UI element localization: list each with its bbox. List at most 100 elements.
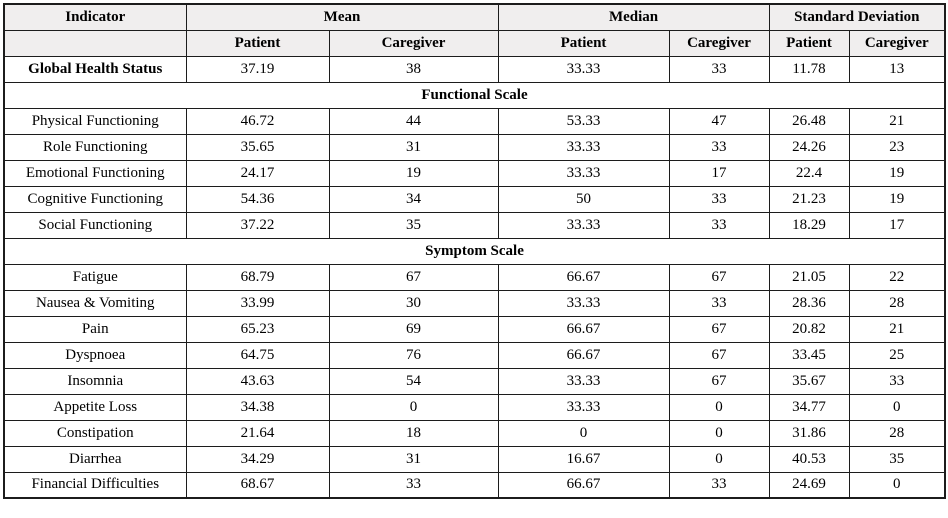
- value-cell: 33.33: [497, 289, 670, 317]
- value-cell: 33.33: [497, 211, 670, 239]
- indicator-label: Emotional Functioning: [3, 159, 187, 187]
- column-header-median: Median: [497, 3, 770, 31]
- value-cell: 16.67: [497, 445, 670, 473]
- value-cell: 33: [668, 471, 770, 499]
- value-cell: 31: [328, 133, 499, 161]
- value-cell: 34.29: [185, 445, 330, 473]
- indicator-label: Constipation: [3, 419, 187, 447]
- value-cell: 35.65: [185, 133, 330, 161]
- table-row: Role Functioning 35.65 31 33.33 33 24.26 23: [3, 133, 946, 161]
- table-row: Cognitive Functioning 54.36 34 50 33 21.23 19: [3, 185, 946, 213]
- table-row: Nausea & Vomiting 33.99 30 33.33 33 28.36 28: [3, 289, 946, 317]
- table-row: Financial Difficulties 68.67 33 66.67 33 24.6…: [3, 471, 946, 499]
- value-cell: 0: [497, 419, 670, 447]
- value-cell: 47: [668, 107, 770, 135]
- value-cell: 24.69: [768, 471, 850, 499]
- indicator-label: Physical Functioning: [3, 107, 187, 135]
- subheader-sd-caregiver: Caregiver: [848, 29, 946, 57]
- value-cell: 21: [848, 107, 946, 135]
- value-cell: 0: [668, 393, 770, 421]
- value-cell: 33: [328, 471, 499, 499]
- value-cell: 69: [328, 315, 499, 343]
- value-cell: 64.75: [185, 341, 330, 369]
- indicator-label: Global Health Status: [3, 55, 187, 83]
- table-row: Constipation 21.64 18 0 0 31.86 28: [3, 419, 946, 447]
- value-cell: 33.99: [185, 289, 330, 317]
- value-cell: 17: [848, 211, 946, 239]
- indicator-label: Role Functioning: [3, 133, 187, 161]
- value-cell: 11.78: [768, 55, 850, 83]
- value-cell: 33: [668, 55, 770, 83]
- value-cell: 33: [668, 133, 770, 161]
- value-cell: 25: [848, 341, 946, 369]
- value-cell: 37.19: [185, 55, 330, 83]
- value-cell: 18.29: [768, 211, 850, 239]
- value-cell: 20.82: [768, 315, 850, 343]
- column-header-standard-deviation: Standard Deviation: [768, 3, 946, 31]
- value-cell: 18: [328, 419, 499, 447]
- indicator-statistics-table: Indicator Mean Median Standard Deviation…: [3, 3, 947, 499]
- indicator-label: Financial Difficulties: [3, 471, 187, 499]
- value-cell: 33.33: [497, 133, 670, 161]
- value-cell: 31.86: [768, 419, 850, 447]
- column-header-indicator: Indicator: [3, 3, 187, 31]
- table-row: Fatigue 68.79 67 66.67 67 21.05 22: [3, 263, 946, 291]
- value-cell: 54.36: [185, 185, 330, 213]
- value-cell: 22.4: [768, 159, 850, 187]
- value-cell: 19: [848, 159, 946, 187]
- header-row-subgroups: Patient Caregiver Patient Caregiver Pati…: [3, 29, 946, 57]
- value-cell: 0: [668, 445, 770, 473]
- table-row: Insomnia 43.63 54 33.33 67 35.67 33: [3, 367, 946, 395]
- section-row: Functional Scale: [3, 81, 946, 109]
- column-header-mean: Mean: [185, 3, 499, 31]
- table-row: Diarrhea 34.29 31 16.67 0 40.53 35: [3, 445, 946, 473]
- value-cell: 33.33: [497, 393, 670, 421]
- table-row: Global Health Status 37.19 38 33.33 33 11.78 1…: [3, 55, 946, 83]
- value-cell: 35.67: [768, 367, 850, 395]
- value-cell: 34.77: [768, 393, 850, 421]
- value-cell: 66.67: [497, 263, 670, 291]
- value-cell: 33.33: [497, 159, 670, 187]
- value-cell: 50: [497, 185, 670, 213]
- subheader-mean-patient: Patient: [185, 29, 330, 57]
- header-row-groups: Indicator Mean Median Standard Deviation: [3, 3, 946, 31]
- value-cell: 30: [328, 289, 499, 317]
- section-label: Symptom Scale: [3, 237, 946, 265]
- value-cell: 40.53: [768, 445, 850, 473]
- value-cell: 33.33: [497, 55, 670, 83]
- statistics-table-container: Indicator Mean Median Standard Deviation…: [3, 3, 947, 499]
- value-cell: 13: [848, 55, 946, 83]
- value-cell: 17: [668, 159, 770, 187]
- value-cell: 68.79: [185, 263, 330, 291]
- value-cell: 19: [328, 159, 499, 187]
- value-cell: 33: [668, 211, 770, 239]
- table-row: Dyspnoea 64.75 76 66.67 67 33.45 25: [3, 341, 946, 369]
- value-cell: 33.33: [497, 367, 670, 395]
- section-row: Symptom Scale: [3, 237, 946, 265]
- indicator-label: Insomnia: [3, 367, 187, 395]
- value-cell: 67: [668, 315, 770, 343]
- value-cell: 66.67: [497, 341, 670, 369]
- value-cell: 31: [328, 445, 499, 473]
- table-row: Physical Functioning 46.72 44 53.33 47 26.48 2…: [3, 107, 946, 135]
- value-cell: 66.67: [497, 471, 670, 499]
- value-cell: 0: [848, 471, 946, 499]
- value-cell: 28: [848, 289, 946, 317]
- value-cell: 65.23: [185, 315, 330, 343]
- value-cell: 28.36: [768, 289, 850, 317]
- value-cell: 33: [668, 289, 770, 317]
- value-cell: 53.33: [497, 107, 670, 135]
- value-cell: 35: [328, 211, 499, 239]
- table-row: Emotional Functioning 24.17 19 33.33 17 22.4 1…: [3, 159, 946, 187]
- value-cell: 68.67: [185, 471, 330, 499]
- value-cell: 67: [668, 263, 770, 291]
- value-cell: 21: [848, 315, 946, 343]
- value-cell: 44: [328, 107, 499, 135]
- value-cell: 34.38: [185, 393, 330, 421]
- section-label: Functional Scale: [3, 81, 946, 109]
- value-cell: 38: [328, 55, 499, 83]
- table-row: Pain 65.23 69 66.67 67 20.82 21: [3, 315, 946, 343]
- value-cell: 21.64: [185, 419, 330, 447]
- table-body: Global Health Status 37.19 38 33.33 33 11.78 1…: [3, 55, 946, 499]
- value-cell: 0: [328, 393, 499, 421]
